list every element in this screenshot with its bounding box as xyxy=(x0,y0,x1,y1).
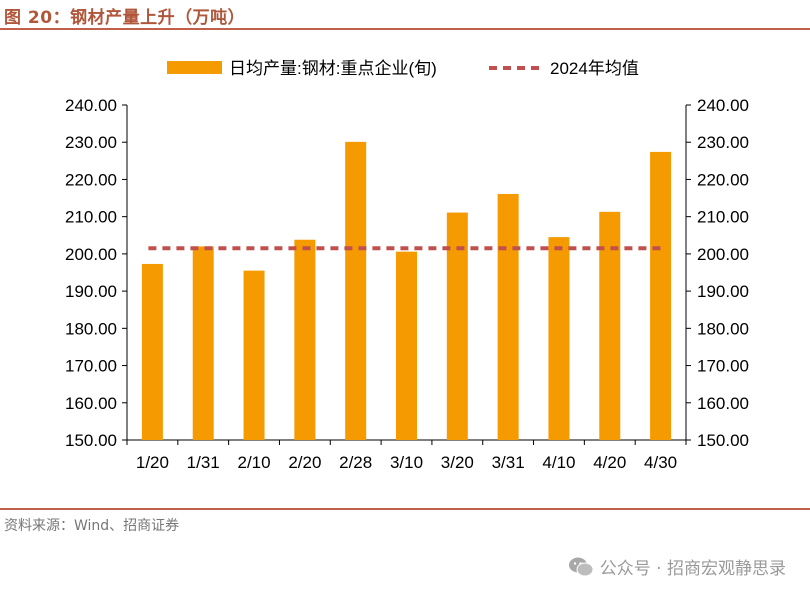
x-tick-label: 3/20 xyxy=(441,453,474,472)
x-tick-label: 4/20 xyxy=(593,453,626,472)
bar xyxy=(345,141,367,440)
x-tick-label: 3/31 xyxy=(492,453,525,472)
y-tick-label: 150.00 xyxy=(65,431,117,450)
legend-line-label: 2024年均值 xyxy=(550,59,639,78)
bar xyxy=(294,239,316,440)
y2-tick-label: 240.00 xyxy=(697,96,749,115)
x-tick-label: 3/10 xyxy=(390,453,423,472)
axes: 150.00 160.00 170.00 180.00 190.00 200.00 210.… xyxy=(65,96,749,472)
y2-tick-label: 220.00 xyxy=(697,170,749,189)
y-tick-label: 240.00 xyxy=(65,96,117,115)
y2-tick-label: 230.00 xyxy=(697,133,749,152)
x-tick-label: 4/30 xyxy=(644,453,677,472)
y-tick-label: 180.00 xyxy=(65,319,117,338)
y2-tick-label: 200.00 xyxy=(697,245,749,264)
bar xyxy=(650,151,672,440)
y2-tick-label: 160.00 xyxy=(697,394,749,413)
figure-title: 图 20：钢材产量上升（万吨） xyxy=(4,8,246,28)
bar xyxy=(497,193,519,440)
wechat-icon xyxy=(568,557,594,576)
bar xyxy=(396,251,417,440)
y-tick-label: 190.00 xyxy=(65,282,117,301)
bar xyxy=(192,246,214,440)
x-tick-label: 2/10 xyxy=(237,453,270,472)
y2-tick-label: 170.00 xyxy=(697,357,749,376)
y-tick-label: 230.00 xyxy=(65,133,117,152)
legend-bar-label: 日均产量:钢材:重点企业(旬) xyxy=(229,59,437,78)
bar xyxy=(446,212,468,440)
source-note: 资料来源：Wind、招商证券 xyxy=(4,518,180,534)
watermark-text: 公众号 · 招商宏观静思录 xyxy=(599,559,786,579)
y-tick-label: 220.00 xyxy=(65,170,117,189)
chart: 日均产量:钢材:重点企业(旬) 2024年均值 150.00 160.00 170.0… xyxy=(65,59,749,472)
watermark: 公众号 · 招商宏观静思录 xyxy=(568,554,786,579)
bar xyxy=(548,237,570,440)
legend-bar-swatch xyxy=(167,61,222,74)
y2-tick-label: 150.00 xyxy=(697,431,749,450)
y2-tick-label: 190.00 xyxy=(697,282,749,301)
y-tick-label: 170.00 xyxy=(65,357,117,376)
y2-tick-label: 210.00 xyxy=(697,208,749,227)
y-tick-label: 160.00 xyxy=(65,394,117,413)
x-tick-label: 2/28 xyxy=(339,453,372,472)
footer-divider xyxy=(0,508,810,510)
legend: 日均产量:钢材:重点企业(旬) 2024年均值 xyxy=(167,59,639,78)
x-tick-label: 2/20 xyxy=(288,453,321,472)
x-tick-label: 1/20 xyxy=(136,453,169,472)
y-tick-label: 200.00 xyxy=(65,245,117,264)
bar xyxy=(141,263,163,440)
x-tick-label: 4/10 xyxy=(542,453,575,472)
bar xyxy=(599,211,621,440)
bars xyxy=(141,141,672,440)
bar xyxy=(243,270,265,440)
title-divider xyxy=(0,28,810,30)
y2-tick-label: 180.00 xyxy=(697,319,749,338)
x-tick-label: 1/31 xyxy=(187,453,220,472)
y-tick-label: 210.00 xyxy=(65,208,117,227)
